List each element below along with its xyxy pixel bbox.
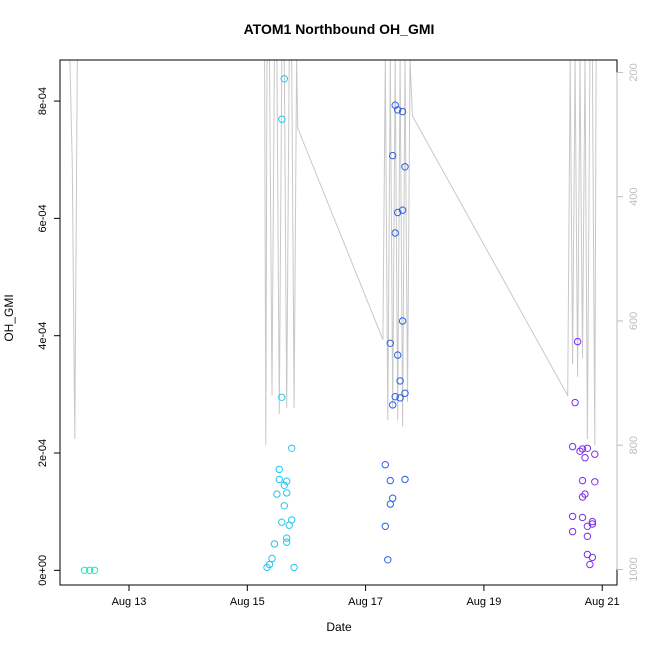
data-point (401, 389, 409, 397)
altitude-line (69, 60, 597, 446)
right-tick-label: 200 (628, 63, 640, 81)
right-tick-label: 1000 (628, 557, 640, 581)
data-point (571, 398, 579, 407)
data-point (278, 115, 286, 123)
data-point (568, 512, 577, 521)
data-point (588, 553, 597, 562)
data-point (268, 554, 276, 563)
data-point (283, 489, 291, 497)
data-point (290, 563, 298, 572)
data-point (394, 351, 402, 359)
data-point (591, 450, 599, 458)
data-point (384, 556, 392, 564)
data-point (386, 476, 394, 485)
right-tick-label: 600 (628, 312, 640, 330)
data-point (581, 454, 589, 462)
x-tick-label: Aug 17 (348, 596, 383, 608)
data-point (578, 445, 587, 453)
data-point (568, 442, 577, 451)
y-tick-label: 0e+00 (37, 555, 49, 586)
data-point (85, 566, 94, 574)
data-point (394, 106, 402, 114)
data-point (391, 229, 399, 237)
data-point (288, 444, 296, 452)
right-tick-label: 400 (628, 188, 640, 206)
data-point (389, 151, 397, 160)
data-point (273, 490, 281, 498)
data-point (283, 534, 291, 542)
x-tick-label: Aug 21 (585, 596, 620, 608)
data-point (568, 527, 577, 536)
data-point (381, 522, 389, 530)
data-point (270, 540, 279, 548)
chart-title: ATOM1 Northbound OH_GMI (244, 21, 435, 37)
data-point (283, 538, 291, 546)
y-tick-label: 8e-04 (37, 87, 49, 115)
data-points-layer (80, 75, 599, 574)
data-point (578, 513, 587, 522)
data-point (401, 163, 409, 171)
data-point (581, 490, 589, 498)
right-axis: 200 400 600 800 1000 (616, 63, 640, 582)
y-axis: 0e+00 2e-04 4e-04 6e-04 8e-04 (37, 87, 60, 586)
data-point (288, 516, 296, 524)
data-point (275, 465, 283, 474)
data-point (591, 478, 599, 486)
data-point (389, 401, 397, 409)
y-tick-label: 2e-04 (37, 439, 49, 467)
data-point (398, 107, 407, 116)
data-point (391, 393, 399, 401)
data-point (398, 206, 407, 214)
data-point (275, 475, 283, 484)
data-point (576, 447, 584, 455)
data-point (90, 566, 99, 574)
right-tick-label: 800 (628, 436, 640, 454)
data-point (401, 475, 409, 484)
data-point (396, 377, 404, 385)
data-point (280, 75, 288, 83)
data-point (283, 477, 291, 485)
y-tick-label: 4e-04 (37, 322, 49, 350)
plot-frame (59, 59, 618, 586)
data-point (280, 481, 288, 489)
data-point (583, 532, 592, 540)
x-tick-label: Aug 15 (230, 596, 265, 608)
x-axis: Aug 13 Aug 15 Aug 17 Aug 19 Aug 21 (112, 584, 620, 608)
data-point (389, 494, 397, 502)
data-point (586, 560, 594, 569)
data-point (280, 502, 288, 510)
data-point (398, 317, 407, 325)
data-point (573, 337, 582, 346)
data-point (588, 517, 597, 526)
x-tick-label: Aug 13 (112, 596, 147, 608)
y-axis-label: OH_GMI (2, 294, 16, 341)
data-point (588, 520, 597, 528)
x-tick-label: Aug 19 (466, 596, 501, 608)
data-point (381, 461, 389, 469)
x-axis-label: Date (326, 620, 352, 634)
data-point (583, 444, 592, 452)
data-point (80, 566, 89, 574)
data-point (386, 339, 394, 347)
data-point (396, 394, 404, 402)
altitude-line-layer (69, 60, 597, 446)
data-point (278, 518, 286, 526)
data-point (278, 393, 286, 401)
y-tick-label: 6e-04 (37, 204, 49, 232)
data-point (578, 476, 587, 485)
